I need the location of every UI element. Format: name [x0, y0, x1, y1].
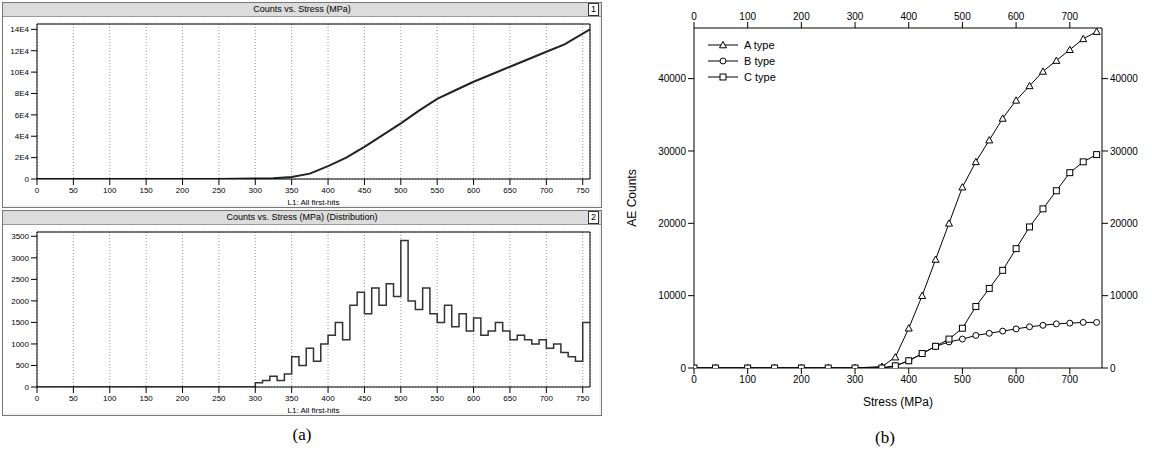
svg-text:650: 650: [503, 394, 517, 403]
svg-text:700: 700: [1061, 374, 1078, 385]
svg-text:30000: 30000: [658, 146, 686, 157]
html-text:(a): (a): [292, 425, 312, 444]
svg-text:0: 0: [25, 383, 30, 392]
svg-text:700: 700: [1061, 11, 1078, 22]
svg-text:8E4: 8E4: [15, 89, 30, 98]
svg-text:40000: 40000: [658, 73, 686, 84]
svg-text:40000: 40000: [1110, 73, 1138, 84]
svg-text:700: 700: [540, 394, 554, 403]
svg-text:2500: 2500: [11, 275, 29, 284]
svg-text:500: 500: [394, 394, 408, 403]
svg-text:4E4: 4E4: [15, 132, 30, 141]
svg-text:50: 50: [69, 394, 78, 403]
svg-text:1500: 1500: [11, 318, 29, 327]
svg-text:300: 300: [847, 11, 864, 22]
svg-text:750: 750: [576, 186, 590, 195]
svg-text:400: 400: [321, 394, 335, 403]
svg-text:30000: 30000: [1110, 146, 1138, 157]
svg-text:550: 550: [431, 394, 445, 403]
svg-text:100: 100: [739, 11, 756, 22]
svg-text:0: 0: [25, 175, 30, 184]
html-text:Counts vs. Stress (MPa) (Distr: Counts vs. Stress (MPa) (Distribution): [226, 212, 378, 222]
svg-text:C type: C type: [744, 71, 776, 83]
svg-text:L1: All first-hits: L1: All first-hits: [287, 198, 339, 205]
svg-text:0: 0: [1110, 363, 1116, 374]
svg-text:A type: A type: [744, 39, 775, 51]
svg-text:10000: 10000: [1110, 290, 1138, 301]
svg-text:150: 150: [139, 186, 153, 195]
svg-text:2000: 2000: [11, 297, 29, 306]
svg-text:400: 400: [321, 186, 335, 195]
svg-text:B type: B type: [744, 55, 775, 67]
svg-text:250: 250: [212, 394, 226, 403]
svg-text:200: 200: [176, 394, 190, 403]
svg-text:12E4: 12E4: [10, 47, 29, 56]
svg-text:200: 200: [793, 11, 810, 22]
svg-text:3500: 3500: [11, 232, 29, 241]
html-text:(b): (b): [875, 428, 895, 447]
svg-text:600: 600: [467, 394, 481, 403]
svg-text:10000: 10000: [658, 290, 686, 301]
html-text:Counts vs. Stress (MPa): Counts vs. Stress (MPa): [253, 4, 351, 14]
svg-text:20000: 20000: [658, 218, 686, 229]
svg-text:350: 350: [285, 186, 299, 195]
svg-text:10E4: 10E4: [10, 68, 29, 77]
svg-text:300: 300: [847, 374, 864, 385]
svg-text:0: 0: [691, 11, 697, 22]
svg-text:400: 400: [900, 11, 917, 22]
svg-text:150: 150: [139, 394, 153, 403]
svg-text:300: 300: [249, 394, 263, 403]
svg-text:400: 400: [900, 374, 917, 385]
svg-text:700: 700: [540, 186, 554, 195]
svg-text:1000: 1000: [11, 340, 29, 349]
svg-text:550: 550: [431, 186, 445, 195]
svg-text:600: 600: [1008, 11, 1025, 22]
svg-text:450: 450: [358, 394, 372, 403]
svg-text:AE Counts: AE Counts: [625, 169, 639, 226]
svg-text:200: 200: [793, 374, 810, 385]
html-text:1: 1: [591, 4, 596, 14]
svg-text:350: 350: [285, 394, 299, 403]
svg-text:250: 250: [212, 186, 226, 195]
html-text:2: 2: [591, 212, 596, 222]
svg-text:500: 500: [954, 374, 971, 385]
svg-text:500: 500: [954, 11, 971, 22]
svg-text:0: 0: [35, 186, 40, 195]
svg-text:600: 600: [1008, 374, 1025, 385]
svg-text:100: 100: [739, 374, 756, 385]
svg-text:20000: 20000: [1110, 218, 1138, 229]
svg-text:6E4: 6E4: [15, 111, 30, 120]
svg-text:14E4: 14E4: [10, 25, 29, 34]
svg-text:50: 50: [69, 186, 78, 195]
svg-text:Stress (MPa): Stress (MPa): [863, 395, 933, 409]
svg-text:0: 0: [680, 363, 686, 374]
svg-text:L1: All first-hits: L1: All first-hits: [287, 406, 339, 413]
svg-text:200: 200: [176, 186, 190, 195]
svg-text:450: 450: [358, 186, 372, 195]
svg-text:500: 500: [16, 361, 30, 370]
svg-text:0: 0: [691, 374, 697, 385]
svg-text:500: 500: [394, 186, 408, 195]
svg-text:600: 600: [467, 186, 481, 195]
svg-text:3000: 3000: [11, 254, 29, 263]
svg-text:100: 100: [103, 394, 117, 403]
svg-text:100: 100: [103, 186, 117, 195]
svg-text:650: 650: [503, 186, 517, 195]
svg-text:750: 750: [576, 394, 590, 403]
svg-text:0: 0: [35, 394, 40, 403]
svg-text:2E4: 2E4: [15, 153, 30, 162]
svg-text:300: 300: [249, 186, 263, 195]
